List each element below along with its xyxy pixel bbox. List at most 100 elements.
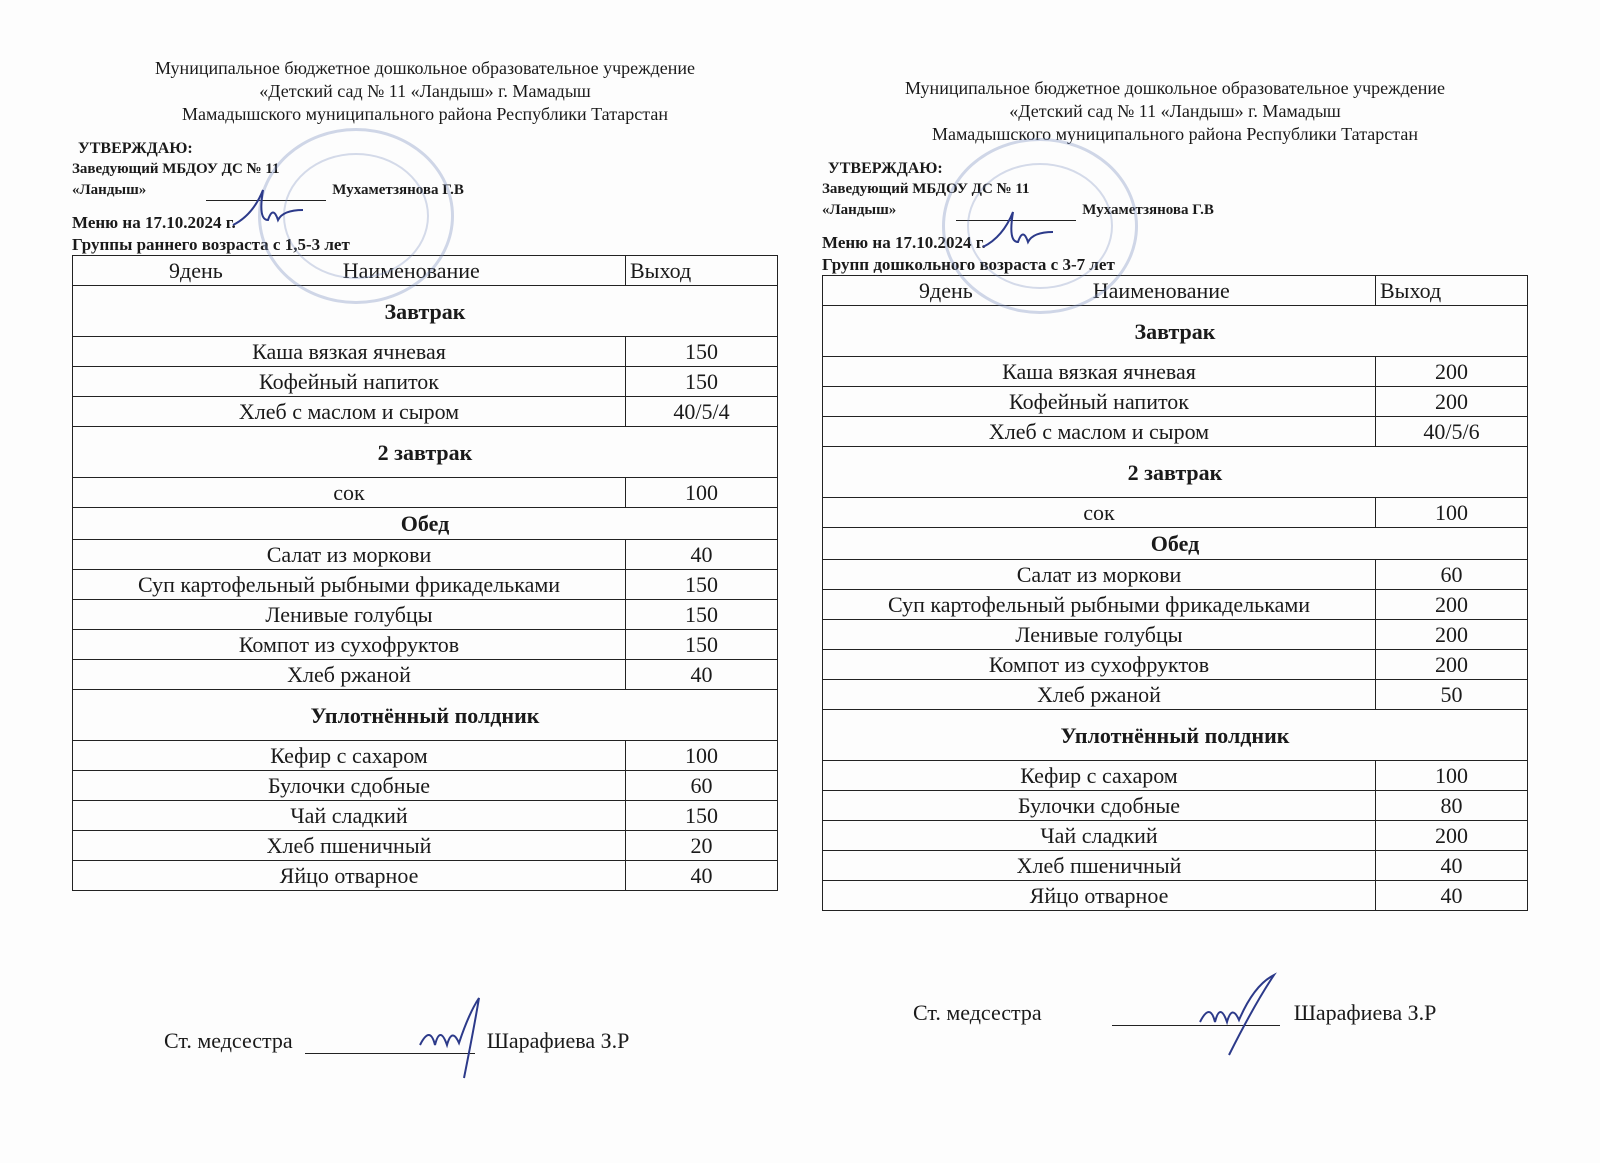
head-org: «Ландыш»: [72, 182, 147, 198]
table-row: Каша вязкая ячневая 200: [822, 356, 1528, 387]
dish-output: 40: [625, 860, 778, 891]
table-row: Хлеб ржаной 40: [72, 659, 778, 690]
approve-label: УТВЕРЖДАЮ:: [78, 140, 193, 157]
nurse-title: Ст. медсестра: [913, 1000, 1042, 1025]
meal-title: Уплотнённый полдник: [72, 689, 778, 741]
day-label: 9день: [169, 258, 223, 283]
dish-output: 100: [1375, 760, 1528, 791]
dish-output: 80: [1375, 790, 1528, 821]
dish-name: Кофейный напиток: [72, 366, 626, 397]
handwritten-signature: [419, 997, 480, 1079]
menu-sheet-preschool: Муниципальное бюджетное дошкольное образ…: [822, 77, 1528, 911]
organization-header: Муниципальное бюджетное дошкольное образ…: [822, 77, 1528, 146]
dish-name: сок: [72, 477, 626, 508]
table-row: Кефир с сахаром 100: [72, 740, 778, 771]
meal-section-row: Обед: [72, 507, 778, 540]
nurse-signature-block: Ст. медсестра Шарафиева З.Р: [164, 1028, 629, 1054]
table-row: Кофейный напиток 200: [822, 386, 1528, 417]
table-row: Компот из сухофруктов 200: [822, 649, 1528, 680]
menu-table: 9день Наименование Выход Завтрак Каша вязкая…: [72, 255, 778, 891]
handwritten-signature: [982, 211, 1054, 248]
table-row: Хлеб пшеничный 20: [72, 830, 778, 861]
table-row: Булочки сдобные 60: [72, 770, 778, 801]
dish-name: Кофейный напиток: [822, 386, 1376, 417]
dish-output: 150: [625, 629, 778, 660]
meal-section-row: 2 завтрак: [822, 446, 1528, 498]
table-row: Кефир с сахаром 100: [822, 760, 1528, 791]
group-name: Группы раннего возраста с 1,5-3 лет: [72, 235, 350, 254]
menu-meta: Меню на 17.10.2024 г. Групп дошкольного в…: [822, 231, 1528, 275]
dish-output: 60: [1375, 559, 1528, 590]
table-row: Компот из сухофруктов 150: [72, 629, 778, 660]
table-row: Ленивые голубцы 150: [72, 599, 778, 630]
head-name: Мухаметзянова Г.В: [1082, 202, 1214, 218]
group-name: Групп дошкольного возраста с 3-7 лет: [822, 255, 1115, 274]
header-name-cell: 9день Наименование: [822, 275, 1376, 306]
dish-output: 40: [625, 539, 778, 570]
meal-section-row: Завтрак: [822, 305, 1528, 357]
name-header: Наименование: [342, 258, 480, 283]
table-row: Яйцо отварное 40: [822, 880, 1528, 911]
dish-output: 50: [1375, 679, 1528, 710]
menu-table: 9день Наименование Выход Завтрак Каша вязкая…: [822, 275, 1528, 911]
dish-name: Булочки сдобные: [72, 770, 626, 801]
signature-line: [956, 220, 1077, 221]
org-line: «Детский сад № 11 «Ландыш» г. Мамадыш: [1009, 101, 1341, 121]
head-signature-row: «Ландыш» Мухаметзянова Г.В: [822, 200, 1528, 221]
org-line: Мамадышского муниципального района Респу…: [932, 124, 1418, 144]
dish-output: 40: [1375, 850, 1528, 881]
meal-section-row: Уплотнённый полдник: [822, 709, 1528, 761]
table-row: сок 100: [72, 477, 778, 508]
handwritten-signature: [232, 189, 304, 226]
meal-title: Обед: [822, 527, 1528, 560]
dish-name: Кефир с сахаром: [72, 740, 626, 771]
org-line: «Детский сад № 11 «Ландыш» г. Мамадыш: [259, 81, 591, 101]
dish-name: Салат из моркови: [72, 539, 626, 570]
head-signature-row: «Ландыш» Мухаметзянова Г.В: [72, 180, 778, 201]
dish-name: Компот из сухофруктов: [822, 649, 1376, 680]
day-label: 9день: [919, 278, 973, 303]
approve-label: УТВЕРЖДАЮ:: [828, 160, 943, 177]
table-header: 9день Наименование Выход: [72, 255, 778, 286]
dish-output: 200: [1375, 619, 1528, 650]
dish-name: Салат из моркови: [822, 559, 1376, 590]
header-name-cell: 9день Наименование: [72, 255, 626, 286]
dish-output: 150: [625, 800, 778, 831]
signature-line: [206, 200, 327, 201]
dish-output: 200: [1375, 386, 1528, 417]
nurse-name: Шарафиева З.Р: [486, 1028, 630, 1053]
dish-output: 150: [625, 336, 778, 367]
output-header: Выход: [625, 255, 778, 286]
dish-name: Хлеб ржаной: [72, 659, 626, 690]
org-line: Мамадышского муниципального района Респу…: [182, 104, 668, 124]
nurse-title: Ст. медсестра: [164, 1028, 293, 1053]
table-row: Салат из моркови 40: [72, 539, 778, 570]
table-row: Кофейный напиток 150: [72, 366, 778, 397]
table-row: Хлеб с маслом и сыром 40/5/6: [822, 416, 1528, 447]
table-row: Хлеб с маслом и сыром 40/5/4: [72, 396, 778, 427]
nurse-signature-block: Ст. медсестра Шарафиева З.Р: [913, 1000, 1436, 1026]
dish-name: Хлеб с маслом и сыром: [822, 416, 1376, 447]
approval-block: УТВЕРЖДАЮ: Заведующий МБДОУ ДС № 11 «Ланды…: [822, 158, 1528, 221]
table-row: сок 100: [822, 497, 1528, 528]
dish-output: 100: [625, 477, 778, 508]
signature-line: [304, 1031, 475, 1054]
menu-meta: Меню на 17.10.2024 г. Группы раннего возр…: [72, 211, 778, 255]
dish-name: Хлеб пшеничный: [72, 830, 626, 861]
dish-output: 40: [1375, 880, 1528, 911]
table-row: Чай сладкий 150: [72, 800, 778, 831]
meal-title: Завтрак: [822, 305, 1528, 357]
organization-header: Муниципальное бюджетное дошкольное образ…: [72, 57, 778, 126]
menu-sheet-early-age: Муниципальное бюджетное дошкольное образ…: [72, 57, 778, 891]
dish-output: 200: [1375, 820, 1528, 851]
org-line: Муниципальное бюджетное дошкольное образ…: [905, 78, 1445, 98]
dish-output: 150: [625, 569, 778, 600]
dish-output: 200: [1375, 356, 1528, 387]
dish-output: 100: [625, 740, 778, 771]
dish-name: Чай сладкий: [72, 800, 626, 831]
head-org: «Ландыш»: [822, 202, 897, 218]
output-header: Выход: [1375, 275, 1528, 306]
approval-block: УТВЕРЖДАЮ: Заведующий МБДОУ ДС № 11 «Ланды…: [72, 138, 778, 201]
head-name: Мухаметзянова Г.В: [332, 182, 464, 198]
table-row: Чай сладкий 200: [822, 820, 1528, 851]
